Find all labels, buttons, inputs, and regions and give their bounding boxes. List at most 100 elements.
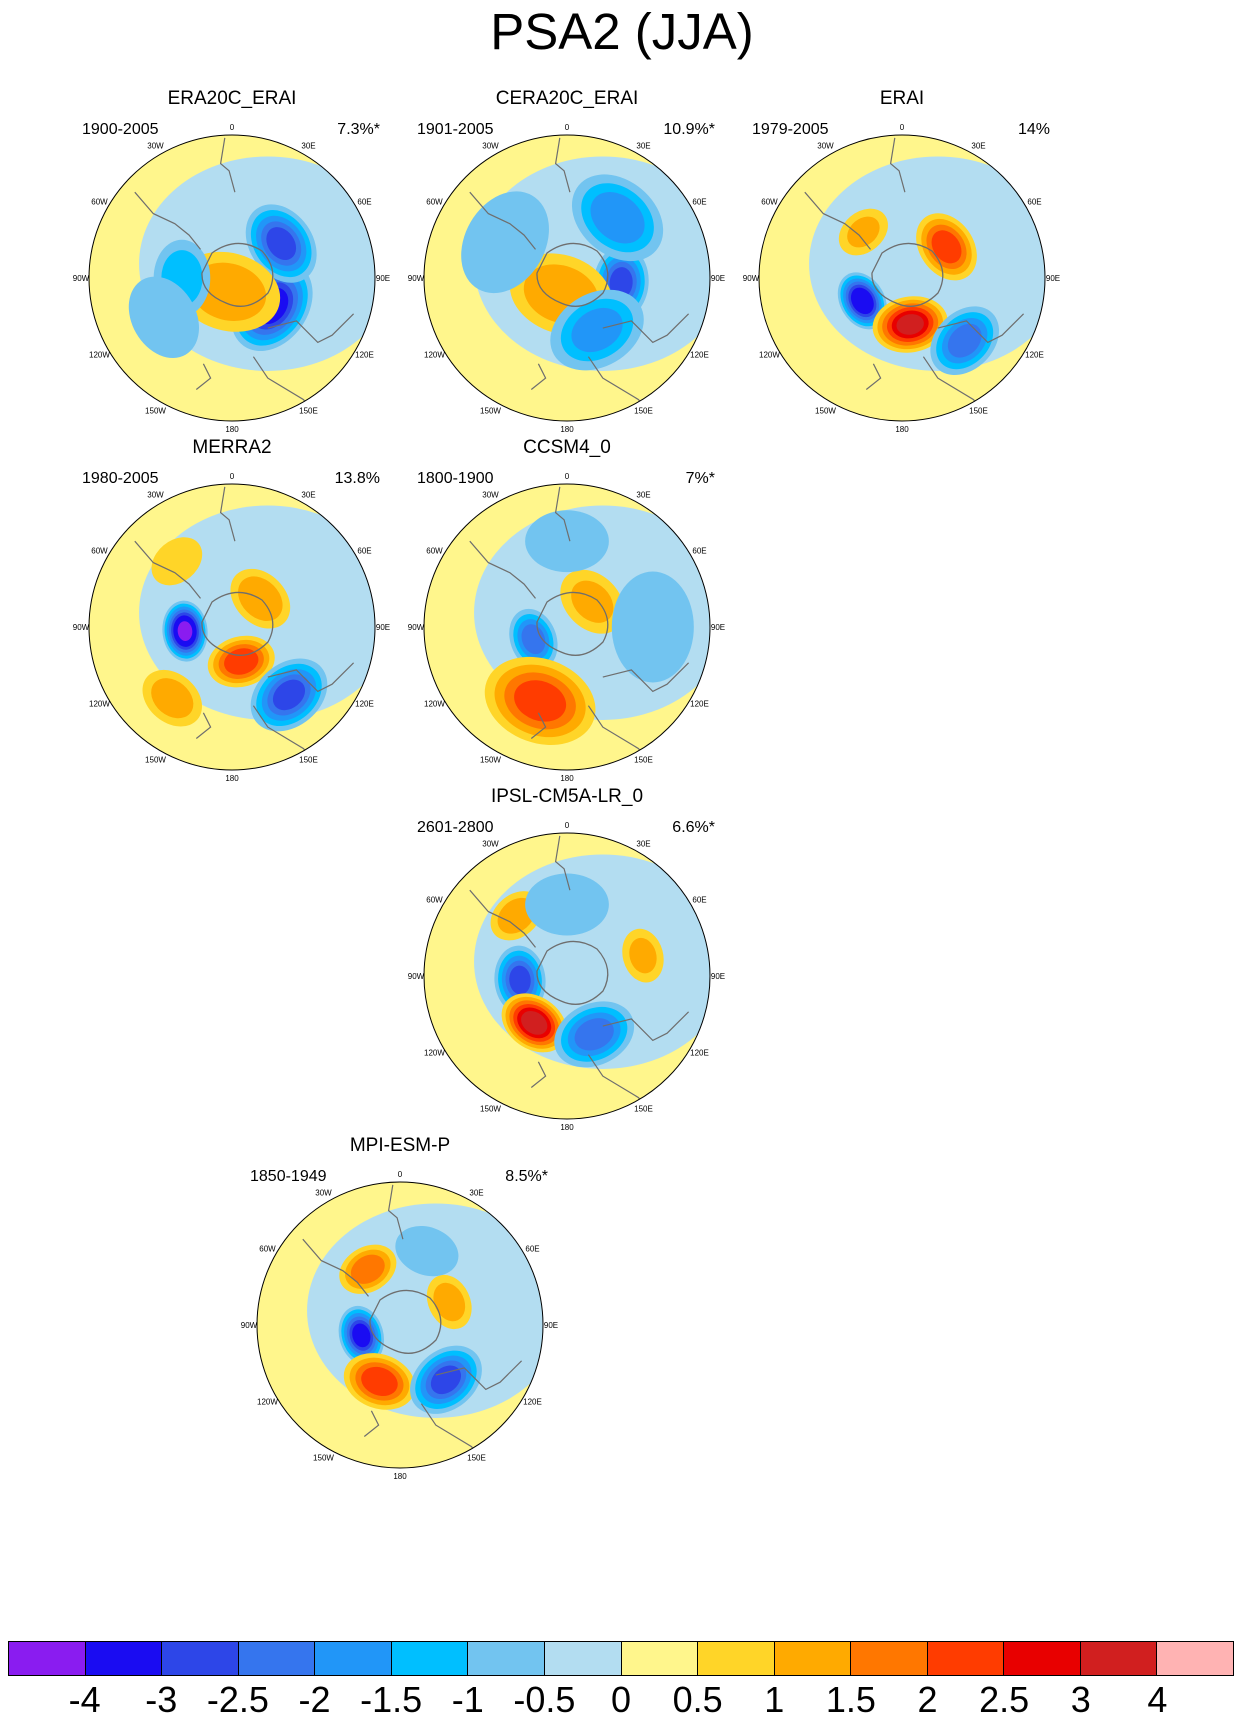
colorbar-swatch <box>774 1642 852 1675</box>
panel-cera20c-erai: CERA20C_ERAI 1901-2005 10.9%* 0 30E 60E 90E… <box>397 88 737 458</box>
colorbar-swatch <box>391 1642 469 1675</box>
colorbar-tick-label: -0.5 <box>513 1679 576 1720</box>
colorbar-swatch <box>162 1642 239 1675</box>
longitude-label: 30E <box>636 490 650 499</box>
colorbar-tick-label: 0.5 <box>672 1679 723 1720</box>
longitude-label: 150W <box>815 407 836 416</box>
longitude-label: 120E <box>355 351 374 360</box>
anomaly-center <box>151 537 203 586</box>
colorbar-swatch <box>851 1642 928 1675</box>
panel-years: 1979-2005 <box>752 121 829 138</box>
map-boundary <box>423 134 711 422</box>
panel-title: CERA20C_ERAI <box>495 88 639 109</box>
anomaly-center <box>338 1305 385 1365</box>
coastline <box>554 137 571 193</box>
coastline <box>530 363 547 390</box>
panel-merra2: MERRA2 1980-2005 13.8% 0 30E 60E 90E 120E 150… <box>62 437 402 807</box>
colorbar-swatch <box>9 1642 86 1675</box>
longitude-label: 30W <box>482 490 499 499</box>
coastline <box>267 662 355 693</box>
anomaly-center <box>207 635 275 688</box>
longitude-label: 120E <box>690 1049 709 1058</box>
contour-level <box>590 192 645 244</box>
longitude-label: 0 <box>565 821 570 830</box>
panel-era20c-erai: ERA20C_ERAI 1900-2005 7.3%* 0 30E 60E 90E 12… <box>62 88 402 458</box>
anomaly-center <box>838 208 888 256</box>
coastline <box>134 191 201 250</box>
longitude-label: 120W <box>424 351 445 360</box>
longitude-label: 120W <box>424 700 445 709</box>
longitude-label: 30W <box>817 141 834 150</box>
longitude-label: 90W <box>241 1321 258 1330</box>
panel-title: MERRA2 <box>192 437 272 458</box>
panel-years: 2601-2800 <box>417 819 494 836</box>
longitude-label: 30W <box>315 1188 332 1197</box>
longitude-label: 120E <box>523 1398 542 1407</box>
longitude-label: 30E <box>971 141 985 150</box>
map-panels: ERA20C_ERAI 1900-2005 7.3%* 0 30E 60E 90E 12… <box>62 88 1060 1481</box>
polar-map: 0 30E 60E 90E 120E 150E 180 150W 120W 90W 60W 30W <box>73 472 390 783</box>
coastline <box>219 137 236 193</box>
anomaly-center <box>837 272 887 330</box>
coastline <box>889 137 906 193</box>
colorbar-swatch <box>1004 1642 1081 1675</box>
coastline <box>267 313 355 344</box>
longitude-label: 60E <box>1027 198 1041 207</box>
longitude-label: 120W <box>424 1049 445 1058</box>
panel-ipsl-cm5a-lr-0: IPSL-CM5A-LR_0 2601-2800 6.6%* 0 30E 60E 90… <box>397 786 737 1156</box>
colorbar-swatch <box>621 1642 699 1675</box>
colorbar-tick-label: 2 <box>917 1679 938 1720</box>
contour-level <box>177 621 193 641</box>
contour-level <box>521 624 546 655</box>
contour-level <box>514 680 567 722</box>
colorbar-swatch <box>315 1642 392 1675</box>
polar-map: 0 30E 60E 90E 120E 150E 180 150W 120W 90W 60W 30W <box>241 1170 558 1481</box>
coastline <box>530 712 547 739</box>
panel-years: 1980-2005 <box>82 470 159 487</box>
polar-map: 0 30E 60E 90E 120E 150E 180 150W 120W 90W 60W 30W <box>743 123 1060 434</box>
longitude-label: 0 <box>398 1170 403 1179</box>
polar-map: 0 30E 60E 90E 120E 150E 180 150W 120W 90W 60W 30W <box>408 821 725 1132</box>
polar-map: 0 30E 60E 90E 120E 150E 180 150W 120W 90W 60W 30W <box>408 123 725 434</box>
longitude-label: 180 <box>895 425 909 434</box>
colorbar-swatch <box>1080 1642 1158 1675</box>
coastline <box>435 1360 523 1391</box>
colorbar-tick-label: 1 <box>764 1679 785 1720</box>
colorbar-tick-label: -2 <box>298 1679 331 1720</box>
longitude-label: 150E <box>634 407 653 416</box>
colorbar-tick-label: 3 <box>1070 1679 1091 1720</box>
panel-variance-pct: 13.8% <box>334 470 380 487</box>
longitude-label: 60E <box>692 198 706 207</box>
longitude-label: 150E <box>634 1105 653 1114</box>
contour-level <box>151 537 203 586</box>
longitude-label: 90E <box>376 623 390 632</box>
longitude-label: 180 <box>225 425 239 434</box>
contour-level <box>525 873 609 936</box>
longitude-label: 0 <box>565 123 570 132</box>
longitude-label: 60W <box>91 198 108 207</box>
contour-level <box>947 323 982 358</box>
colorbar <box>8 1641 1234 1676</box>
anomaly-center <box>509 608 558 670</box>
longitude-label: 30E <box>636 141 650 150</box>
coastline <box>469 540 536 599</box>
panel-ccsm4-0: CCSM4_0 1800-1900 7%* 0 30E 60E 90E 120E 150E… <box>397 437 737 807</box>
panel-title: CCSM4_0 <box>523 437 611 458</box>
contour-level <box>850 287 874 315</box>
anomaly-center <box>410 1345 482 1414</box>
contour-level <box>272 679 306 711</box>
longitude-label: 150W <box>480 407 501 416</box>
figure-title: PSA2 (JJA) <box>490 3 754 60</box>
longitude-label: 90W <box>73 274 90 283</box>
longitude-label: 30W <box>147 490 164 499</box>
longitude-label: 90E <box>711 274 725 283</box>
map-boundary <box>423 832 711 1120</box>
antarctica-coastline <box>536 242 609 307</box>
contour-level <box>611 571 694 683</box>
contour-level <box>571 580 614 623</box>
anomaly-center <box>142 669 202 727</box>
contour-level <box>266 227 297 261</box>
map-boundary <box>88 134 376 422</box>
coastline <box>387 1184 404 1240</box>
colorbar-tick-label: -2.5 <box>206 1679 269 1720</box>
